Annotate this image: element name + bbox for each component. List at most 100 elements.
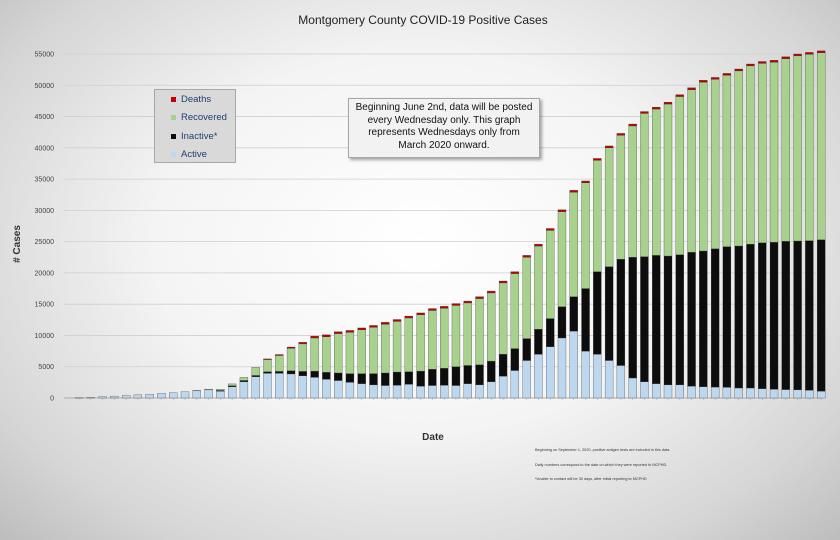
bar-recovered bbox=[428, 310, 437, 370]
bar-active bbox=[652, 383, 661, 399]
bar-active bbox=[581, 350, 590, 399]
bar-recovered bbox=[628, 125, 637, 258]
legend-swatch-active bbox=[171, 151, 176, 157]
bar-inactive bbox=[475, 364, 484, 386]
y-tick-label: 0 bbox=[50, 396, 54, 403]
legend-swatch-recovered bbox=[171, 114, 176, 120]
bar-inactive bbox=[557, 306, 567, 339]
bar-inactive bbox=[369, 373, 378, 386]
bar-inactive bbox=[593, 271, 602, 355]
bar-inactive bbox=[781, 241, 790, 390]
bar-inactive bbox=[663, 255, 673, 386]
bar-active bbox=[428, 385, 437, 399]
bar-inactive bbox=[286, 370, 296, 375]
bar-recovered bbox=[263, 359, 272, 372]
bar-deaths bbox=[381, 322, 390, 325]
bar-deaths bbox=[793, 53, 802, 57]
bar-active bbox=[357, 383, 366, 399]
bar-inactive bbox=[498, 354, 508, 377]
bar-deaths bbox=[322, 334, 331, 337]
bar-deaths bbox=[534, 243, 543, 247]
bars bbox=[74, 50, 826, 399]
bar-active bbox=[604, 360, 614, 399]
bar-inactive bbox=[710, 248, 720, 388]
annotation-box: Beginning June 2nd, data will be posted … bbox=[348, 98, 540, 158]
y-tick-label: 30000 bbox=[35, 208, 55, 215]
bar-deaths bbox=[710, 77, 720, 80]
bar-deaths bbox=[746, 63, 755, 67]
bar-recovered bbox=[322, 336, 331, 373]
bar-inactive bbox=[769, 242, 779, 390]
bar-recovered bbox=[487, 292, 496, 362]
bar-inactive bbox=[487, 360, 496, 382]
bar-recovered bbox=[710, 79, 720, 249]
bar-deaths bbox=[357, 327, 366, 330]
bar-deaths bbox=[675, 94, 684, 97]
bar-active bbox=[769, 389, 779, 399]
bar-active bbox=[722, 387, 732, 399]
bar-active bbox=[758, 388, 767, 399]
bar-recovered bbox=[298, 343, 307, 372]
bar-recovered bbox=[204, 389, 213, 391]
bar-inactive bbox=[722, 246, 732, 388]
bar-active bbox=[816, 390, 826, 399]
bar-deaths bbox=[758, 61, 767, 64]
bar-inactive bbox=[298, 371, 307, 376]
bar-active bbox=[487, 381, 496, 399]
bar-recovered bbox=[392, 321, 402, 373]
bar-inactive bbox=[805, 240, 814, 391]
bar-inactive bbox=[451, 366, 461, 386]
bar-deaths bbox=[557, 209, 567, 212]
bar-active bbox=[805, 390, 814, 399]
bar-active bbox=[251, 376, 260, 399]
bar-deaths bbox=[487, 290, 496, 294]
bar-recovered bbox=[687, 89, 696, 253]
bar-inactive bbox=[428, 369, 437, 386]
bar-active bbox=[227, 386, 237, 399]
bar-inactive bbox=[345, 373, 355, 383]
bar-inactive bbox=[628, 257, 637, 379]
bar-inactive bbox=[357, 373, 366, 384]
bar-active bbox=[522, 360, 531, 399]
bar-inactive bbox=[251, 375, 260, 377]
bar-active bbox=[628, 377, 637, 399]
bar-active bbox=[793, 389, 802, 399]
bar-active bbox=[98, 396, 107, 399]
bar-active bbox=[546, 346, 555, 399]
bar-recovered bbox=[616, 135, 626, 260]
bar-inactive bbox=[392, 371, 402, 386]
y-axis-ticks: 0 5000 10000 15000 20000 25000 30000 35000 40000… bbox=[35, 52, 55, 403]
bar-active bbox=[663, 384, 673, 399]
bar-deaths bbox=[546, 228, 555, 231]
bar-recovered bbox=[722, 75, 732, 247]
bar-inactive bbox=[581, 288, 590, 352]
bar-active bbox=[275, 373, 284, 399]
bar-recovered bbox=[498, 282, 508, 355]
bar-recovered bbox=[734, 70, 743, 247]
bar-recovered bbox=[440, 308, 449, 369]
bar-recovered bbox=[593, 160, 602, 272]
bar-active bbox=[593, 354, 602, 399]
bar-deaths bbox=[616, 133, 626, 136]
bar-recovered bbox=[652, 108, 661, 256]
bar-recovered bbox=[216, 389, 225, 391]
bar-active bbox=[286, 373, 296, 399]
bar-deaths bbox=[687, 87, 696, 90]
bar-deaths bbox=[593, 158, 602, 161]
bar-inactive bbox=[746, 243, 755, 389]
bar-deaths bbox=[628, 123, 637, 127]
bar-recovered bbox=[286, 348, 296, 371]
bar-deaths bbox=[345, 330, 355, 333]
bar-active bbox=[192, 390, 201, 399]
bar-deaths bbox=[581, 180, 590, 184]
y-tick-label: 10000 bbox=[35, 333, 55, 340]
bar-recovered bbox=[805, 54, 814, 241]
bar-deaths bbox=[569, 190, 578, 193]
chart-title: Montgomery County COVID-19 Positive Case… bbox=[298, 13, 547, 27]
bar-inactive bbox=[546, 318, 555, 347]
bar-recovered bbox=[463, 302, 472, 366]
bar-active bbox=[510, 370, 520, 399]
y-tick-label: 20000 bbox=[35, 270, 55, 277]
legend-item-inactive: Inactive* bbox=[171, 130, 217, 142]
bar-deaths bbox=[310, 335, 319, 339]
